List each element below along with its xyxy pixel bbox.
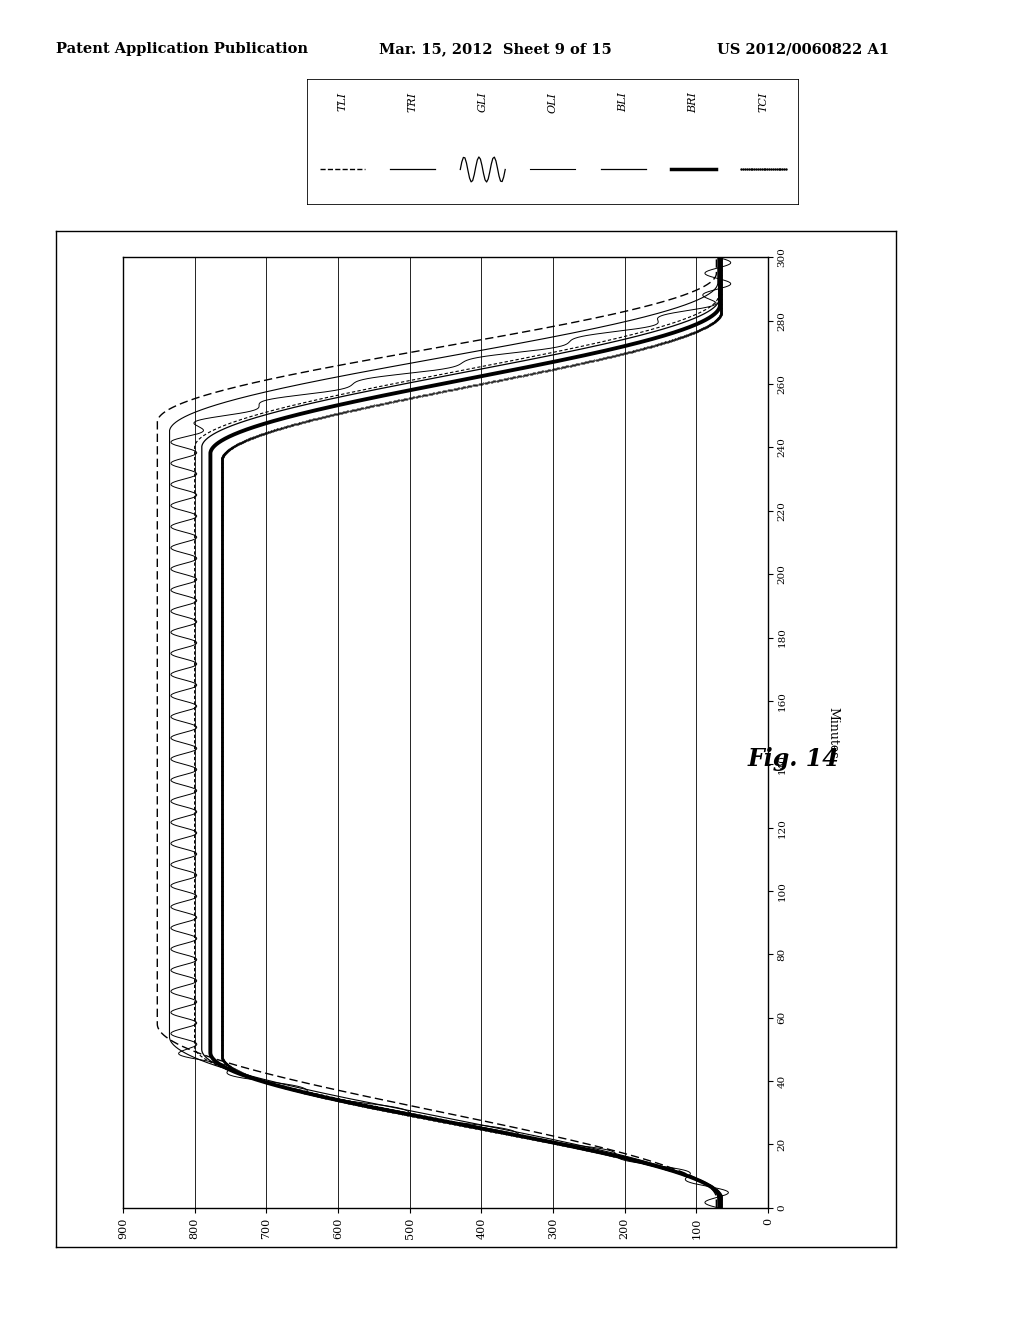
Text: TCI: TCI [759, 92, 769, 112]
Text: BLI: BLI [618, 92, 628, 112]
Text: Mar. 15, 2012  Sheet 9 of 15: Mar. 15, 2012 Sheet 9 of 15 [379, 42, 611, 57]
Text: BRI: BRI [688, 92, 698, 112]
Text: Fig. 14: Fig. 14 [748, 747, 840, 771]
Text: Patent Application Publication: Patent Application Publication [56, 42, 308, 57]
Text: GLI: GLI [478, 92, 487, 112]
Text: TLI: TLI [337, 92, 347, 111]
Text: TRI: TRI [408, 92, 418, 112]
Text: US 2012/0060822 A1: US 2012/0060822 A1 [717, 42, 889, 57]
Text: OLI: OLI [548, 92, 558, 112]
Y-axis label: Minutes: Minutes [826, 706, 840, 759]
